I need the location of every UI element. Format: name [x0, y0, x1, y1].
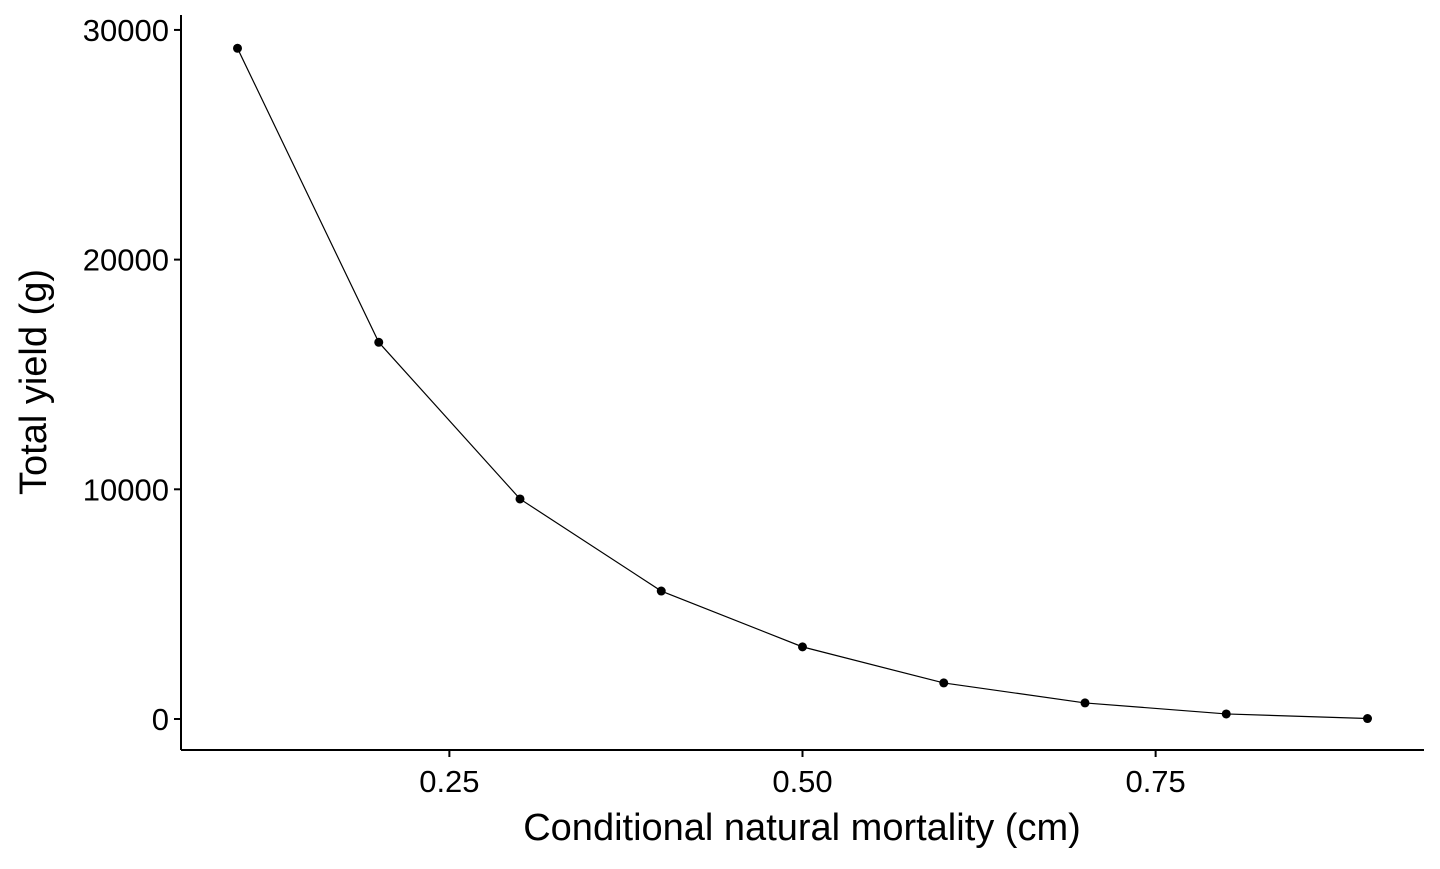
data-point — [798, 642, 807, 652]
y-tick-label: 10000 — [83, 472, 169, 507]
x-tick-label: 0.25 — [419, 764, 479, 799]
y-tick-label: 20000 — [83, 243, 169, 278]
data-point — [1080, 698, 1090, 708]
y-axis-label: Total yield (g) — [13, 269, 55, 495]
y-tick-label: 30000 — [83, 13, 169, 48]
data-point — [939, 678, 949, 688]
data-point — [233, 43, 242, 53]
data-point — [656, 586, 666, 596]
plot-area: 0 10000 20000 30000 0.25 0.50 0.75 — [83, 13, 1424, 799]
data-point — [515, 494, 525, 504]
x-tick-label: 0.50 — [772, 764, 832, 799]
x-axis-label: Conditional natural mortality (cm) — [523, 807, 1081, 849]
data-point — [374, 337, 384, 347]
x-tick-label: 0.75 — [1125, 764, 1185, 799]
y-tick-label: 0 — [152, 702, 169, 737]
data-point — [1363, 714, 1372, 724]
series-line — [236, 48, 1368, 720]
data-point — [1221, 709, 1231, 719]
